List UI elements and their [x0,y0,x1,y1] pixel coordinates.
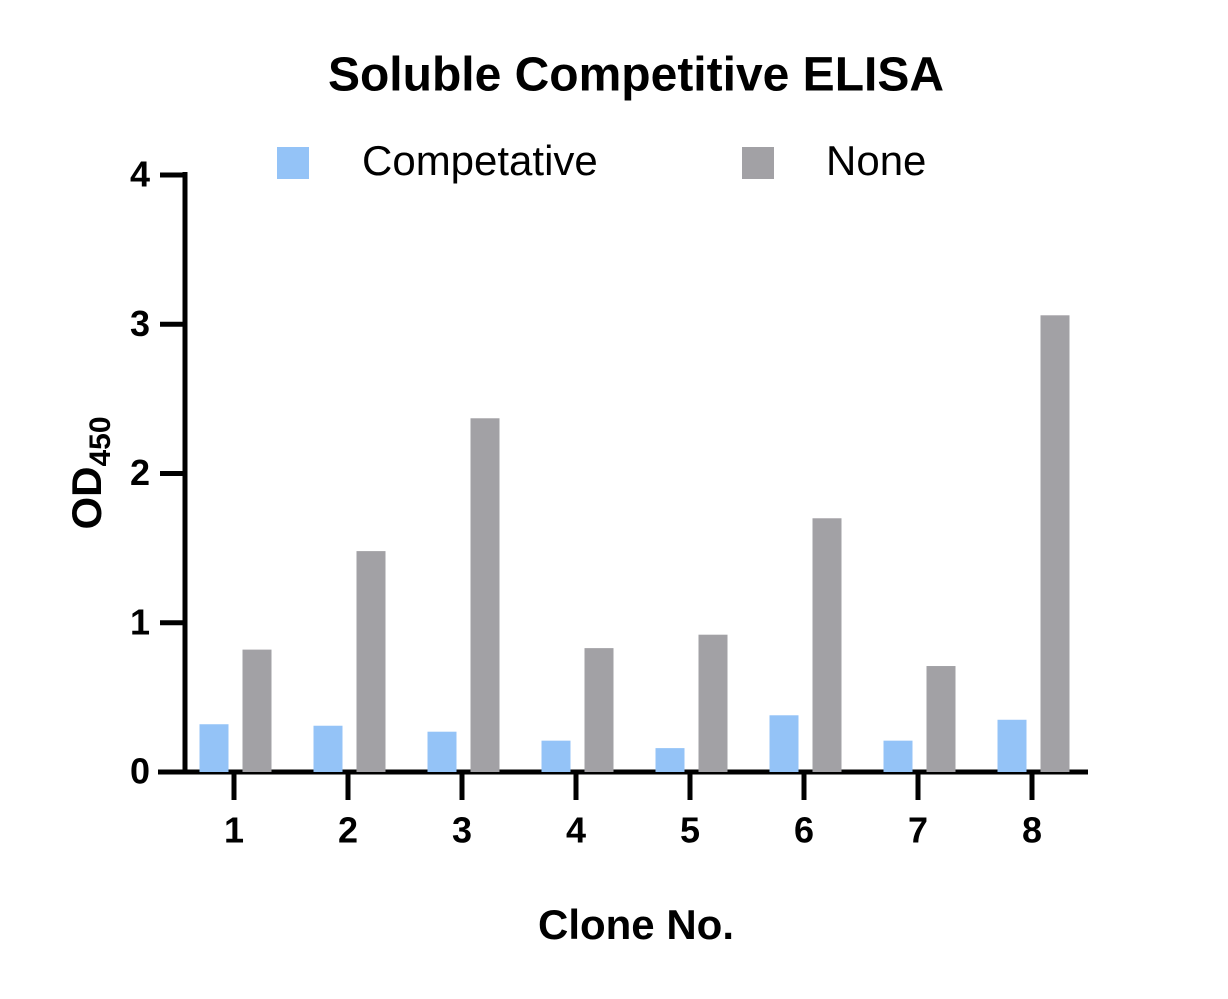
bar [698,634,728,772]
bar [242,649,272,772]
x-tick-label: 1 [224,810,244,851]
y-tick-label: 0 [130,751,150,792]
legend-label: None [826,137,926,184]
legend-label: Competative [362,137,598,184]
y-axis-label-main: OD [63,467,110,530]
legend-swatch [742,147,774,179]
bar [655,748,685,772]
bar [926,666,956,772]
bar [427,731,457,772]
y-tick-label: 2 [130,452,150,493]
x-tick-label: 8 [1022,810,1042,851]
y-tick-label: 4 [130,154,150,195]
bar [883,740,913,772]
y-tick-label: 3 [130,303,150,344]
y-axis-label: OD450 [63,416,117,529]
chart-title: Soluble Competitive ELISA [328,49,944,102]
bar [584,648,614,772]
y-tick-label: 1 [130,601,150,642]
x-tick-label: 3 [452,810,472,851]
x-tick-label: 5 [680,810,700,851]
legend-swatch [277,147,309,179]
bar [199,724,229,772]
bar [997,719,1027,772]
x-tick-label: 7 [908,810,928,851]
bar [356,551,386,772]
bar [1040,315,1070,772]
bar [470,418,500,772]
x-tick-label: 6 [794,810,814,851]
bar [313,725,343,772]
x-tick-label: 2 [338,810,358,851]
bar [812,518,842,772]
y-axis-label-subscript: 450 [84,416,117,466]
bar [541,740,571,772]
bar [769,715,799,772]
x-tick-label: 4 [566,810,586,851]
x-axis-label: Clone No. [538,901,734,948]
